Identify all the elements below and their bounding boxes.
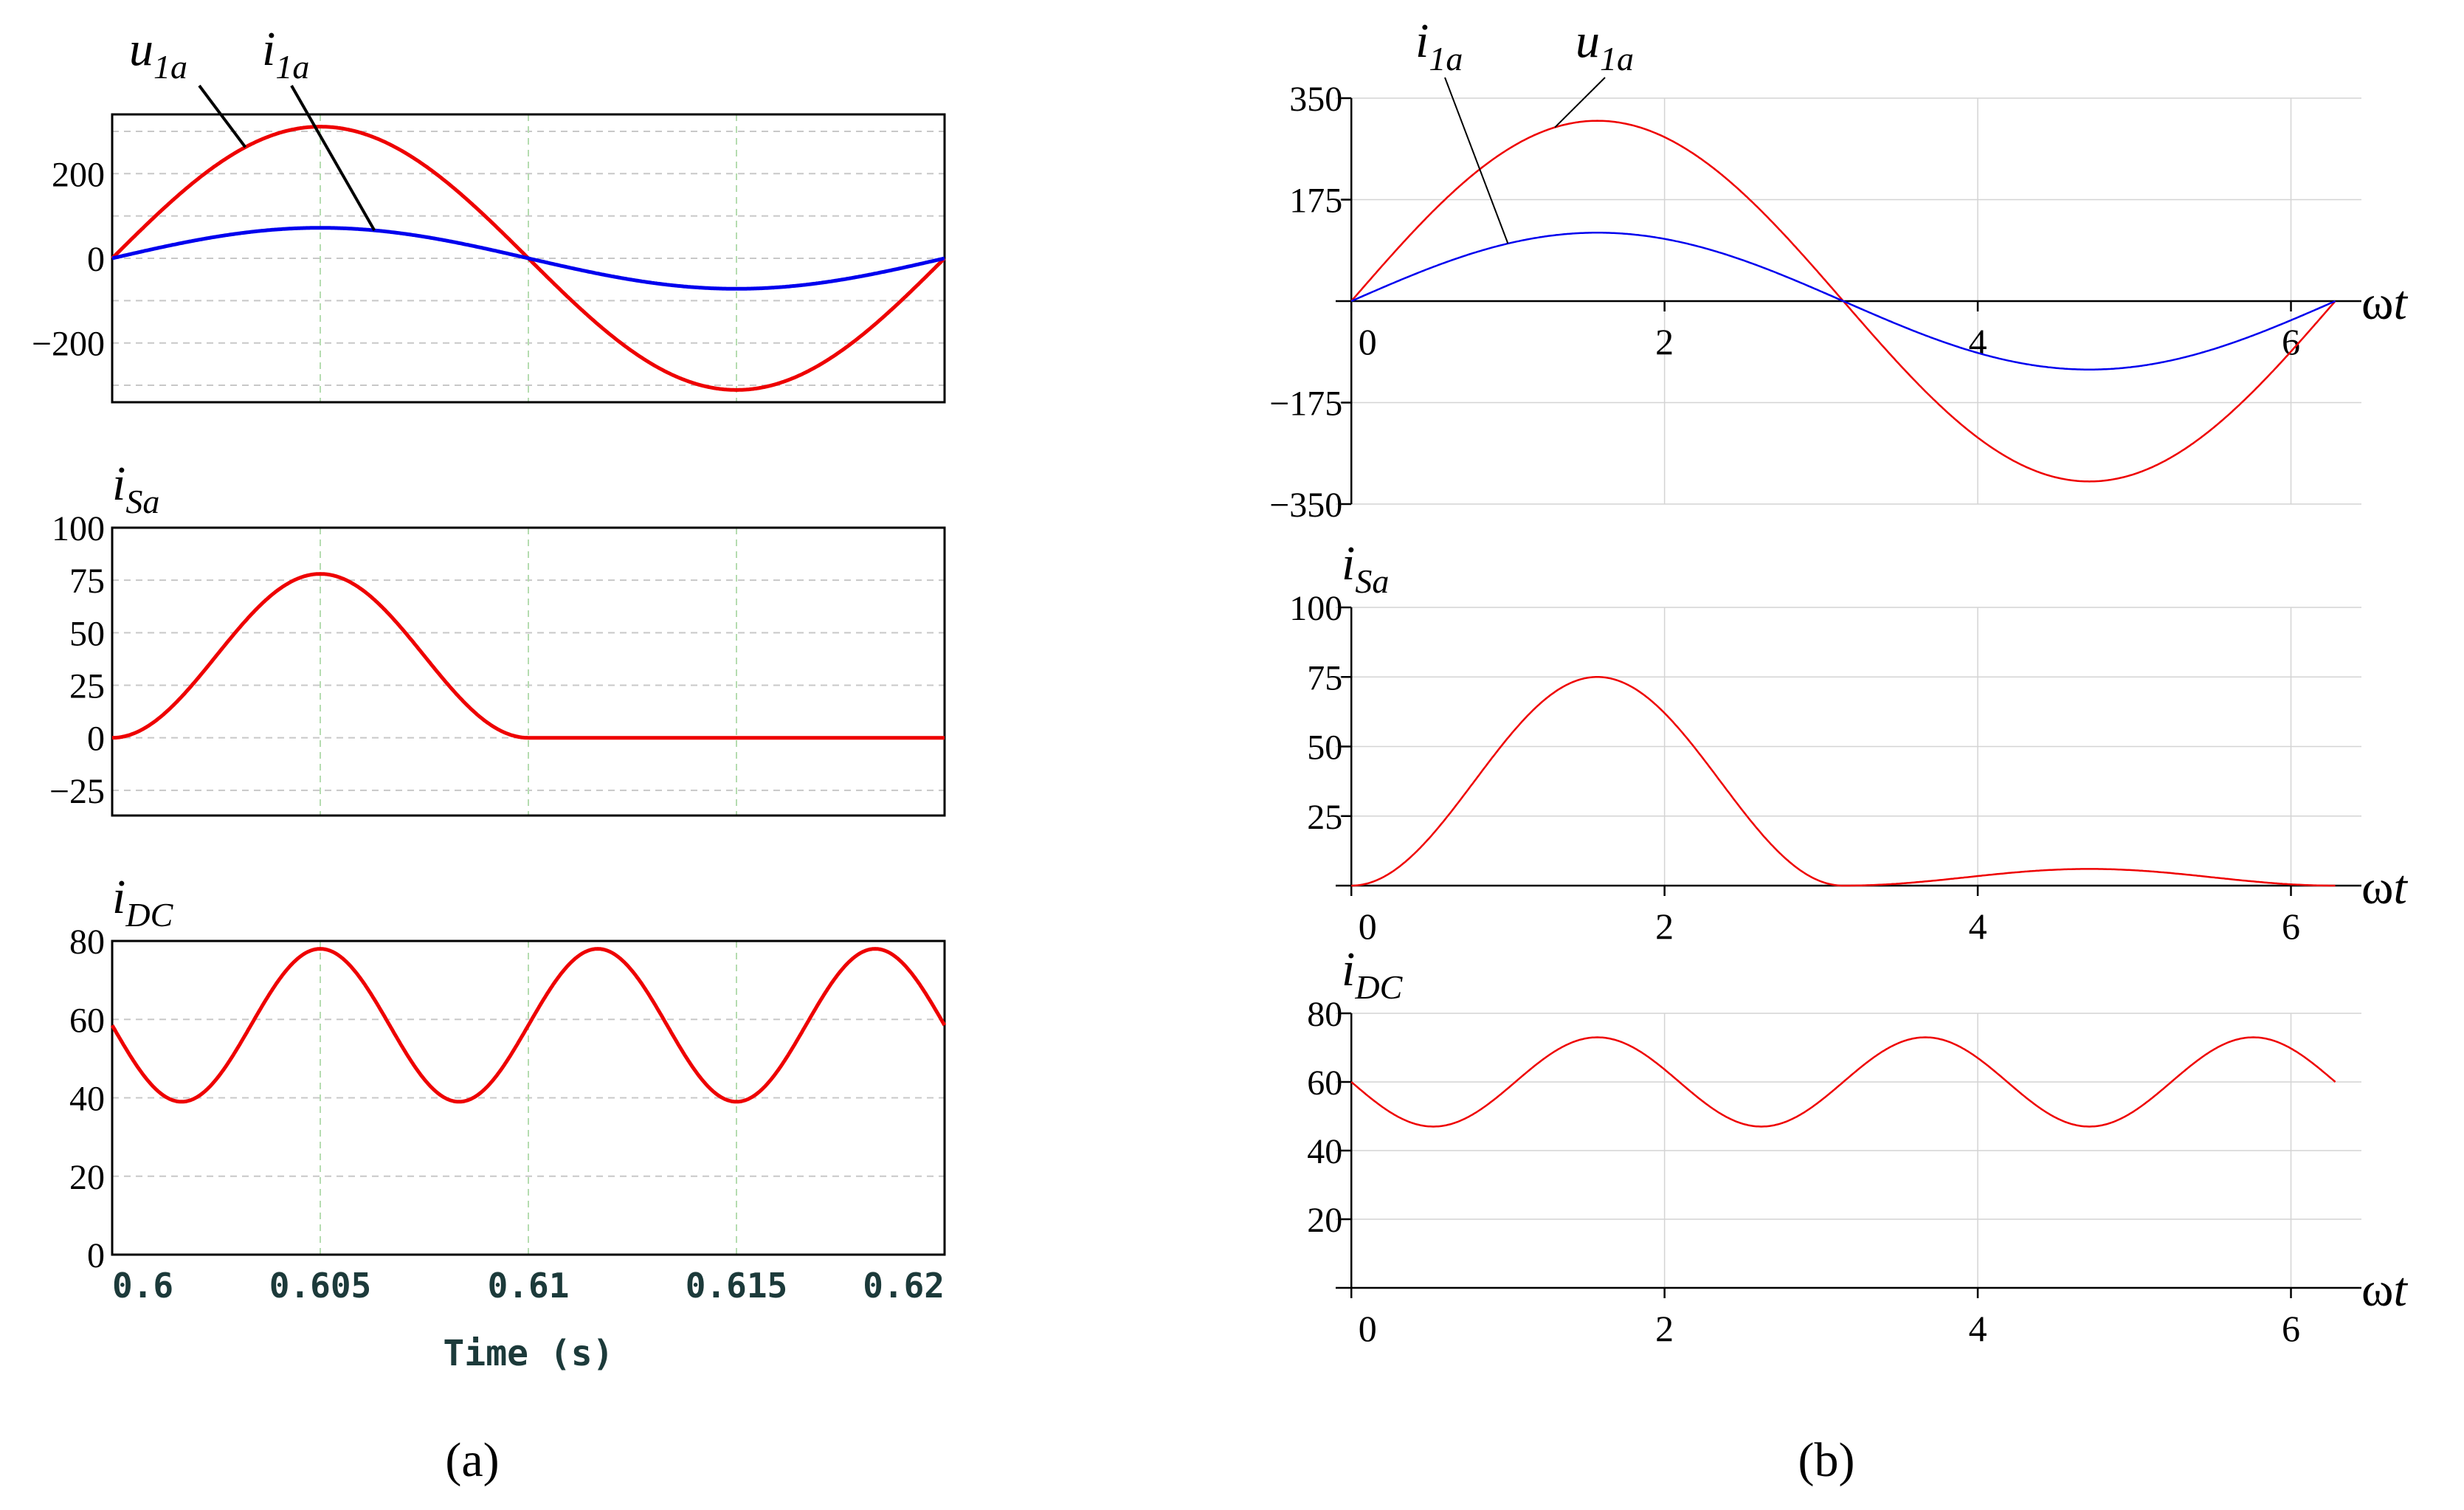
y-tick-label: 25 <box>69 667 105 706</box>
y-tick-label: 100 <box>52 509 105 548</box>
y-tick-label: 80 <box>69 923 105 962</box>
y-tick-label: 200 <box>52 155 105 194</box>
x-axis-label-b1: ωt <box>2361 276 2408 330</box>
x-tick-label: 0 <box>1359 1308 1377 1349</box>
x-tick-label: 0.61 <box>488 1266 570 1306</box>
y-tick-label: 60 <box>69 1001 105 1040</box>
y-tick-label: 40 <box>69 1080 105 1119</box>
plot-frame <box>111 526 946 817</box>
panel-label-b: (b) <box>1798 1433 1855 1487</box>
y-tick-label: −175 <box>1269 385 1342 424</box>
x-tick-label: 6 <box>2282 1308 2300 1349</box>
chart-a2: −25 0 25 50 75 100 <box>49 509 946 817</box>
y-axis-label-a2: iSa <box>112 457 159 520</box>
x-tick-label: 0 <box>1359 321 1377 362</box>
y-tick-label: 50 <box>1307 728 1342 768</box>
x-tick-label: 0.615 <box>686 1266 787 1306</box>
annotation-label-i1a: i1a <box>1415 14 1463 77</box>
x-axis-label-a3: Time (s) <box>443 1333 613 1374</box>
y-tick-label: 60 <box>1307 1063 1342 1103</box>
x-tick-label: 0.6 <box>112 1266 173 1306</box>
x-tick-label: 0 <box>1359 906 1377 947</box>
x-tick-label: 2 <box>1655 906 1674 947</box>
y-tick-label: −200 <box>32 325 105 364</box>
y-tick-label: 350 <box>1289 80 1342 119</box>
x-tick-label: 6 <box>2282 906 2300 947</box>
annotation-label-u1a: u1a <box>1576 14 1634 77</box>
annotation-leader-i1a <box>290 85 376 232</box>
x-tick-label: 2 <box>1655 1308 1674 1349</box>
y-tick-label: 50 <box>69 614 105 653</box>
panel-label-a: (a) <box>445 1433 499 1487</box>
y-axis-label-b2: iSa <box>1342 537 1389 600</box>
annotation-label-u1a: u1a <box>129 22 187 86</box>
x-tick-label: 0.62 <box>863 1266 945 1306</box>
y-tick-label: 0 <box>87 240 105 279</box>
chart-b3: 20 40 60 80 0 2 4 6 <box>1307 995 2361 1349</box>
series-iDC <box>1350 1036 2336 1128</box>
chart-b1: −350 −175 175 350 0 2 4 6 <box>1269 77 2361 525</box>
y-tick-label: 20 <box>1307 1201 1342 1240</box>
plot-frame <box>111 940 946 1256</box>
y-tick-label: 20 <box>69 1158 105 1197</box>
series-i1a <box>111 226 945 291</box>
chart-b2: 25 50 75 100 0 2 4 6 <box>1289 589 2361 947</box>
x-axis-label-b2: ωt <box>2361 861 2408 914</box>
annotation-leader-u1a <box>1554 77 1606 128</box>
x-tick-label: 2 <box>1655 321 1674 362</box>
series-iDC <box>110 947 947 1104</box>
annotation-leader-i1a <box>1444 77 1509 244</box>
x-tick-label: 6 <box>2282 321 2300 362</box>
y-tick-label: −25 <box>49 772 105 811</box>
annotation-label-i1a: i1a <box>262 22 309 86</box>
y-tick-label: 80 <box>1307 995 1342 1034</box>
y-tick-label: 175 <box>1289 182 1342 221</box>
chart-a3: 0 20 40 60 80 0.6 0.605 0.61 0.615 0.62 Time (s) <box>69 923 947 1374</box>
x-tick-label: 0.605 <box>269 1266 371 1306</box>
x-tick-label: 4 <box>1969 321 1987 362</box>
x-tick-label: 4 <box>1969 906 1987 947</box>
annotation-leader-u1a <box>198 84 247 148</box>
y-axis-label-a3: iDC <box>112 870 174 934</box>
series-i1a <box>1350 232 2336 370</box>
y-tick-label: 0 <box>87 720 105 759</box>
y-tick-label: 100 <box>1289 589 1342 628</box>
chart-a1: −200 0 200 <box>32 84 946 404</box>
x-tick-label: 4 <box>1969 1308 1987 1349</box>
y-axis-label-b3: iDC <box>1342 942 1404 1006</box>
y-tick-label: 25 <box>1307 798 1342 837</box>
y-tick-label: 75 <box>1307 658 1342 697</box>
y-tick-label: 40 <box>1307 1132 1342 1171</box>
y-tick-label: −350 <box>1269 486 1342 525</box>
series-iSa <box>111 572 945 740</box>
x-axis-label-b3: ωt <box>2361 1263 2408 1317</box>
series-iSa <box>1351 676 2336 887</box>
y-tick-label: 0 <box>87 1236 105 1275</box>
y-tick-label: 75 <box>69 562 105 601</box>
